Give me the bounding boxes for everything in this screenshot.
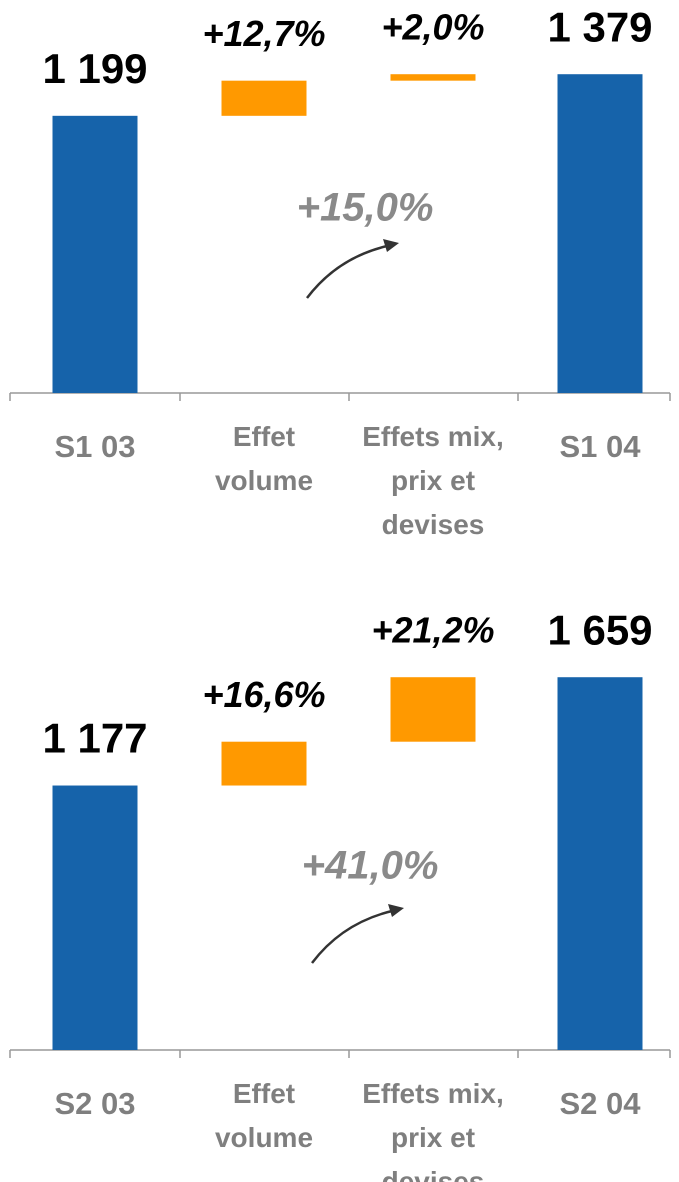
x-tick-label: S2 04 (559, 1086, 641, 1121)
x-tick-label-line: devises (382, 509, 485, 540)
x-tick-label-line: Effet (233, 1078, 295, 1109)
bar (221, 80, 307, 116)
bar (557, 74, 643, 394)
bar-label: +2,0% (381, 7, 484, 48)
bar (390, 74, 476, 81)
x-tick-label: S2 03 (54, 1086, 135, 1121)
x-tick-label-line: prix et (391, 465, 475, 496)
bar-label: +12,7% (202, 13, 325, 54)
bar-label: +16,6% (202, 674, 325, 715)
x-tick-label: S1 04 (559, 429, 641, 464)
x-tick-label-line: Effets mix, (362, 421, 504, 452)
x-tick-label: S1 03 (54, 429, 135, 464)
growth-arrowhead (383, 239, 399, 252)
x-tick-label-line: volume (215, 465, 313, 496)
bar (52, 115, 138, 394)
x-tick-label-line: S2 03 (54, 1086, 135, 1121)
growth-arrow (311, 909, 393, 964)
bar (52, 785, 138, 1050)
x-tick-label: Effet volume (215, 1078, 313, 1153)
x-tick-label-line: volume (215, 1122, 313, 1153)
growth-arrowhead (388, 904, 404, 917)
bar-label: +21,2% (371, 610, 494, 651)
bar-label: 1 379 (547, 3, 652, 50)
x-tick-label-line: Effets mix, (362, 1078, 504, 1109)
growth-label: +41,0% (302, 844, 439, 888)
bar-label: 1 177 (42, 715, 147, 762)
growth-arrow (306, 244, 388, 299)
x-tick-label: Effet volume (215, 421, 313, 496)
bar-label: 1 199 (42, 45, 147, 92)
x-tick-label-line: S2 04 (559, 1086, 641, 1121)
x-tick-label-line: Effet (233, 421, 295, 452)
growth-label: +15,0% (297, 186, 434, 230)
bar (557, 677, 643, 1050)
x-tick-label-line: S1 04 (559, 429, 641, 464)
bar (390, 677, 476, 742)
x-tick-label-line: S1 03 (54, 429, 135, 464)
x-tick-label-line: devises (382, 1166, 485, 1182)
bar-label: 1 659 (547, 606, 652, 653)
bar (221, 741, 307, 786)
x-tick-label: Effets mix, prix et devises (362, 1078, 504, 1182)
x-tick-label-line: prix et (391, 1122, 475, 1153)
x-tick-label: Effets mix, prix et devises (362, 421, 504, 540)
